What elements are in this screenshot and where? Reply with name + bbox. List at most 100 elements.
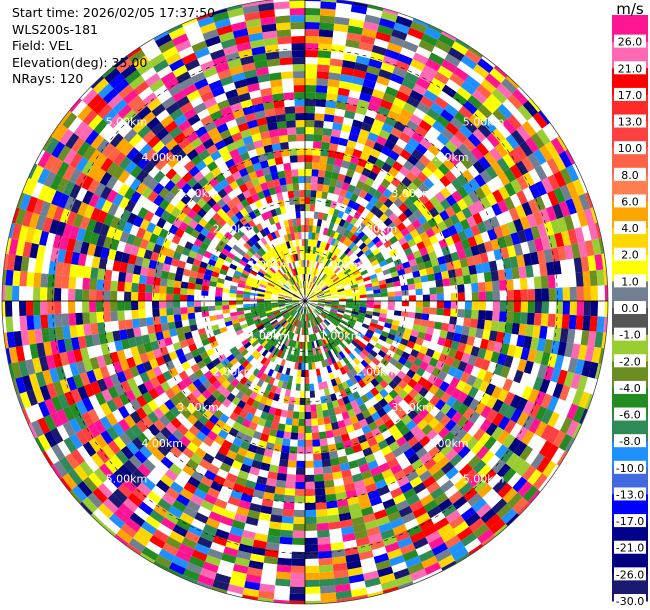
velocity-gate [431, 350, 442, 361]
velocity-gate [305, 155, 313, 163]
velocity-gate [542, 124, 557, 142]
velocity-gate [384, 48, 400, 61]
velocity-gate [308, 260, 312, 268]
velocity-gate [167, 321, 176, 330]
velocity-gate [308, 281, 312, 289]
velocity-gate [298, 411, 305, 419]
velocity-gate [305, 71, 318, 79]
velocity-gate [491, 310, 500, 322]
velocity-gate [380, 308, 388, 314]
velocity-gate [356, 332, 365, 339]
velocity-gate [421, 370, 432, 381]
velocity-gate [584, 345, 595, 362]
velocity-gate [386, 349, 396, 358]
velocity-gate [334, 249, 342, 257]
velocity-gate [305, 558, 319, 566]
velocity-gate [5, 316, 14, 333]
velocity-gate [546, 427, 560, 444]
velocity-gate [458, 124, 473, 139]
velocity-gate [447, 348, 458, 359]
velocity-gate [338, 272, 346, 279]
velocity-gate [451, 411, 463, 424]
velocity-gate [118, 319, 127, 331]
velocity-gate [325, 199, 332, 208]
velocity-gate [348, 342, 357, 350]
velocity-gate [351, 244, 359, 253]
velocity-gate [313, 286, 320, 292]
velocity-gate [324, 267, 331, 275]
velocity-gate [392, 97, 407, 109]
velocity-gate [518, 266, 527, 279]
velocity-gate [307, 281, 311, 289]
velocity-gate [331, 295, 339, 299]
velocity-gate [378, 194, 389, 204]
velocity-gate [383, 353, 393, 363]
velocity-gate [305, 15, 320, 23]
velocity-gate [407, 27, 425, 40]
velocity-gate [360, 85, 374, 96]
velocity-gate [445, 194, 457, 207]
velocity-gate [399, 165, 411, 177]
velocity-gate [305, 551, 319, 559]
velocity-gate [528, 183, 541, 199]
velocity-gate [408, 388, 419, 399]
velocity-gate [276, 472, 287, 482]
velocity-gate [407, 213, 418, 224]
velocity-gate [324, 319, 331, 326]
velocity-gate [588, 361, 599, 379]
velocity-gate [339, 130, 351, 140]
velocity-gate [425, 228, 436, 238]
velocity-gate [404, 33, 422, 47]
velocity-gate [390, 271, 399, 278]
velocity-gate [367, 132, 379, 143]
velocity-gate [527, 288, 535, 301]
velocity-gate [554, 314, 563, 328]
velocity-gate [317, 296, 325, 299]
velocity-gate [166, 314, 175, 323]
velocity-gate [523, 360, 534, 375]
velocity-gate [380, 145, 392, 157]
velocity-gate [552, 327, 562, 342]
velocity-gate [446, 331, 455, 341]
velocity-gate [437, 65, 454, 79]
velocity-gate [305, 36, 319, 44]
velocity-gate [498, 279, 507, 291]
velocity-gate [438, 238, 448, 249]
velocity-gate [530, 362, 541, 377]
velocity-gate [553, 414, 567, 431]
velocity-gate [584, 240, 595, 257]
velocity-gate [327, 260, 334, 268]
velocity-gate [278, 543, 293, 552]
velocity-gate [365, 286, 374, 292]
velocity-gate [306, 267, 309, 275]
velocity-gate [483, 319, 492, 331]
velocity-gate [402, 333, 411, 341]
velocity-gate [310, 302, 318, 305]
velocity-gate [236, 301, 244, 305]
velocity-gate [322, 309, 330, 314]
velocity-gate [355, 320, 363, 327]
velocity-gate [331, 292, 339, 296]
velocity-gate [96, 311, 105, 323]
velocity-gate [299, 404, 305, 412]
velocity-gate [323, 275, 330, 282]
velocity-gate [547, 234, 558, 249]
velocity-gate [316, 306, 324, 311]
velocity-gate [296, 446, 305, 454]
velocity-gate [243, 297, 251, 301]
velocity-gate [450, 340, 460, 351]
velocity-gate [410, 329, 419, 338]
velocity-gate [456, 275, 465, 286]
velocity-gate [357, 281, 365, 287]
velocity-gate [578, 193, 591, 211]
velocity-gate [305, 211, 310, 219]
velocity-gate [392, 217, 403, 227]
velocity-gate [506, 367, 518, 381]
velocity-gate [555, 287, 563, 301]
velocity-gate [492, 175, 505, 190]
velocity-gate [423, 131, 437, 145]
velocity-gate [496, 463, 511, 479]
velocity-gate [296, 376, 302, 384]
velocity-gate [309, 305, 315, 311]
velocity-gate [422, 294, 430, 301]
